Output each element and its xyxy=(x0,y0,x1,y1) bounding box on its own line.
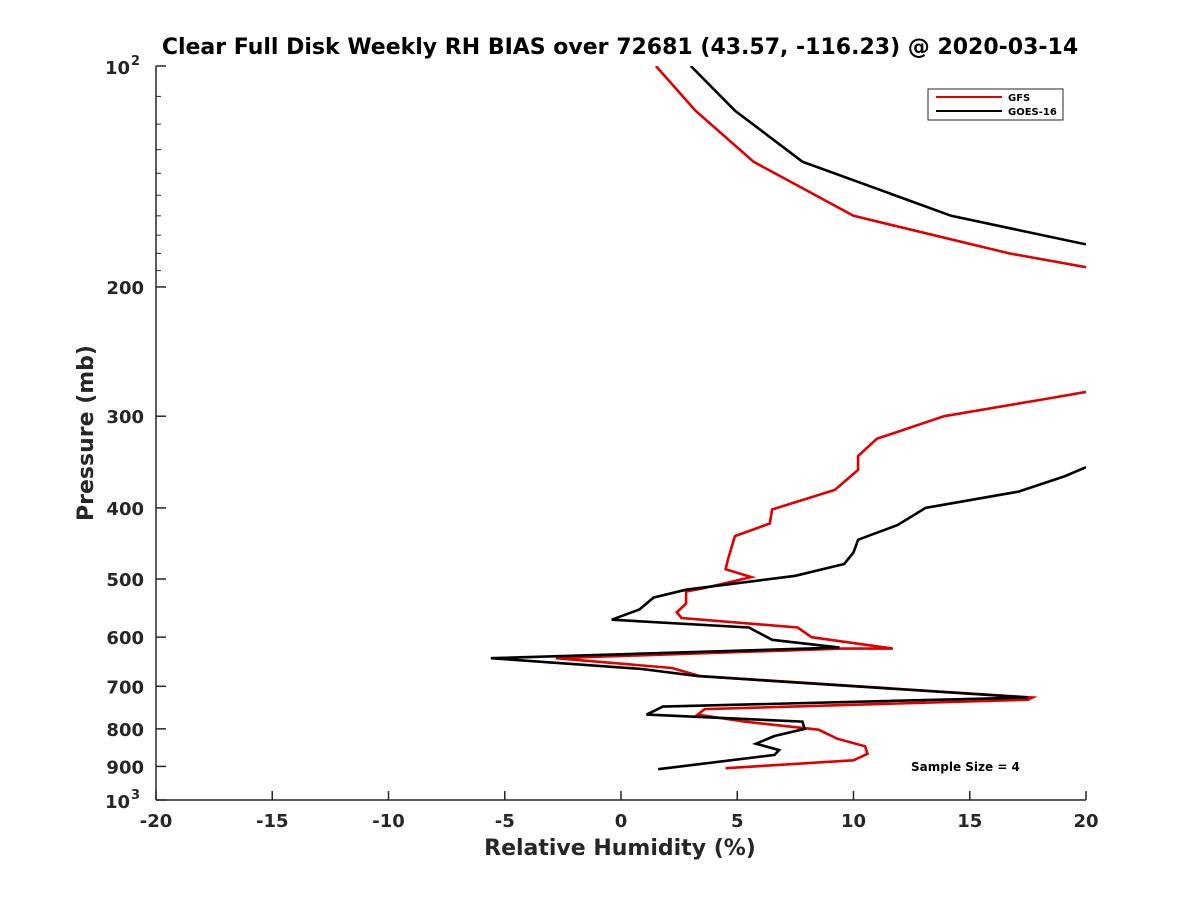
y-tick-label: 200 xyxy=(106,278,144,299)
y-tick-label: 900 xyxy=(106,757,144,778)
y-tick-exponent: 3 xyxy=(131,788,140,803)
x-tick-label: -5 xyxy=(495,811,515,832)
series-lines xyxy=(490,66,1086,771)
x-tick-label: 5 xyxy=(731,811,744,832)
legend: GFS GOES-16 xyxy=(927,88,1064,121)
series-line-gfs-segment-0 xyxy=(654,66,1086,269)
x-axis-label: Relative Humidity (%) xyxy=(484,836,756,861)
x-tick-label: 15 xyxy=(957,811,982,832)
x-tick-label: 20 xyxy=(1073,811,1098,832)
y-tick-label: 600 xyxy=(106,628,144,649)
series-line-goes16-segment-0 xyxy=(689,66,1086,246)
x-tick-label: -15 xyxy=(256,811,289,832)
sample-size-annotation: Sample Size = 4 xyxy=(911,760,1020,774)
chart-title: Clear Full Disk Weekly RH BIAS over 7268… xyxy=(162,35,1078,60)
x-tick-label: 10 xyxy=(841,811,866,832)
y-tick-label: 300 xyxy=(106,407,144,428)
series-line-goes16-segment-1 xyxy=(490,466,1086,771)
y-tick-exponent: 2 xyxy=(131,54,140,69)
plot-area xyxy=(155,66,1086,801)
series-line-gfs-segment-1 xyxy=(555,390,1086,770)
y-tick-label: 10 xyxy=(105,58,130,79)
legend-label-goes16: GOES-16 xyxy=(1008,107,1057,118)
legend-box xyxy=(927,88,1064,121)
x-tick-label: -10 xyxy=(372,811,405,832)
y-tick-label: 500 xyxy=(106,570,144,591)
y-axis-label: Pressure (mb) xyxy=(74,345,99,521)
legend-label-gfs: GFS xyxy=(1008,93,1030,104)
x-tick-label: -20 xyxy=(140,811,173,832)
y-tick-label: 700 xyxy=(106,677,144,698)
x-tick-label: 0 xyxy=(615,811,628,832)
x-axis-ticks: -20 -15 -10 -5 0 5 10 15 20 xyxy=(140,791,1099,832)
y-tick-label: 400 xyxy=(106,499,144,520)
y-tick-label: 800 xyxy=(106,720,144,741)
y-tick-label: 10 xyxy=(105,792,130,813)
